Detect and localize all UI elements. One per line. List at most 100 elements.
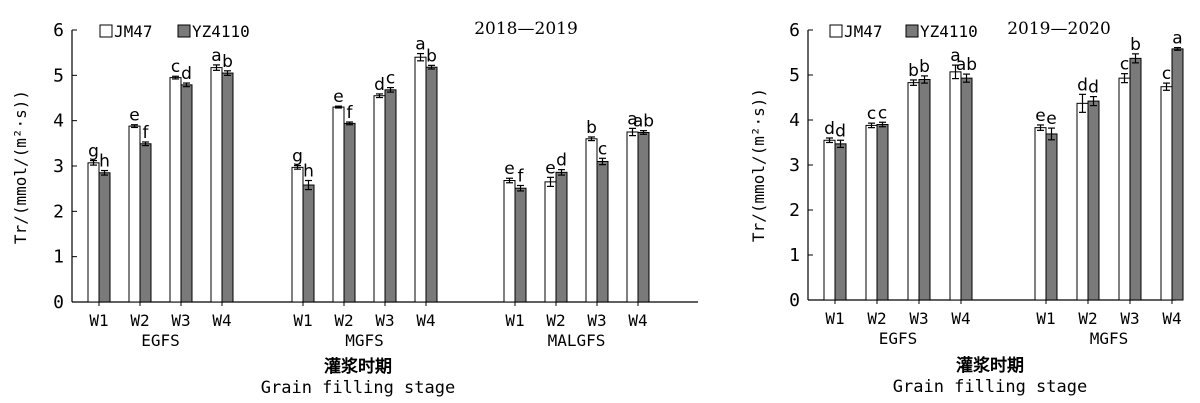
- x-axis-label-cn: 灌浆时期: [324, 356, 392, 377]
- bar-yz4110: [876, 124, 889, 301]
- significance-letter: h: [303, 162, 314, 182]
- bar-yz4110: [425, 66, 438, 303]
- significance-letter: d: [1077, 75, 1088, 95]
- legend-label-yz4110: YZ4110: [192, 22, 250, 41]
- x-tick-label: W4: [212, 311, 231, 330]
- significance-letter: c: [867, 104, 876, 124]
- bar-yz4110: [1129, 57, 1142, 301]
- bar-yz4110: [637, 131, 650, 303]
- bar-jm47: [1034, 127, 1047, 301]
- x-tick-label: W2: [867, 309, 886, 328]
- bar-yz4110: [555, 171, 568, 303]
- significance-letter: d: [835, 121, 846, 141]
- significance-letter: f: [347, 103, 354, 123]
- significance-letter: d: [374, 75, 385, 95]
- bar-yz4110: [384, 89, 397, 303]
- significance-letter: b: [919, 57, 930, 77]
- bar-jm47: [544, 181, 557, 303]
- bar-yz4110: [918, 79, 931, 301]
- bar-yz4110: [139, 143, 152, 303]
- x-tick-label: W1: [505, 311, 524, 330]
- x-tick-label: W3: [909, 309, 928, 328]
- significance-letter: d: [181, 64, 192, 84]
- x-tick-label: W2: [1078, 309, 1097, 328]
- significance-letter: e: [545, 158, 555, 178]
- significance-letter: d: [1088, 78, 1099, 98]
- bar-yz4110: [1045, 133, 1058, 301]
- bar-jm47: [332, 106, 345, 303]
- y-tick-label: 2: [789, 200, 800, 221]
- bar-jm47: [291, 166, 304, 303]
- group-label: EGFS: [879, 329, 918, 348]
- panel-2018-2019: Tr/(mmol/(m²·s)) 2018—2019 JM47 YZ4110 灌…: [11, 19, 698, 398]
- bar-jm47: [949, 71, 962, 301]
- bar-jm47: [865, 124, 878, 301]
- significance-letter: ab: [956, 55, 977, 75]
- significance-letter: f: [143, 123, 150, 143]
- significance-letter: c: [386, 69, 395, 89]
- significance-letter: e: [129, 106, 139, 126]
- x-axis-label-en: Grain filling stage: [261, 378, 455, 398]
- significance-letter: e: [333, 87, 343, 107]
- y-tick-label: 2: [53, 201, 64, 222]
- significance-letter: a: [211, 46, 221, 66]
- bar-jm47: [87, 162, 100, 303]
- x-tick-label: W1: [293, 311, 312, 330]
- y-tick-label: 6: [789, 20, 800, 41]
- bar-yz4110: [98, 172, 111, 303]
- y-tick-label: 5: [53, 65, 64, 86]
- bar-jm47: [1118, 77, 1131, 301]
- significance-letter: b: [908, 61, 919, 81]
- bar-yz4110: [1087, 100, 1100, 301]
- bar-yz4110: [514, 187, 527, 303]
- significance-letter: a: [627, 109, 637, 129]
- y-tick-label: 1: [53, 247, 64, 268]
- bar-jm47: [503, 180, 516, 303]
- group-label: MALGFS: [548, 331, 606, 350]
- significance-letter: a: [1172, 29, 1182, 49]
- bar-yz4110: [1171, 48, 1184, 301]
- bar-jm47: [169, 77, 182, 303]
- significance-letter: c: [878, 103, 887, 123]
- bar-yz4110: [221, 72, 234, 303]
- bar-yz4110: [180, 84, 193, 303]
- season-label: 2019—2020: [1007, 19, 1111, 39]
- significance-letter: c: [1120, 55, 1129, 75]
- legend-swatch-yz4110: [905, 24, 919, 38]
- bar-jm47: [626, 131, 639, 303]
- significance-letter: d: [824, 119, 835, 139]
- y-tick-label: 0: [53, 292, 64, 313]
- y-axis-label: Tr/(mmol/(m²·s)): [749, 88, 768, 242]
- season-label: 2018—2019: [474, 19, 578, 39]
- significance-letter: h: [99, 152, 110, 172]
- legend-swatch-yz4110: [177, 24, 191, 38]
- bar-yz4110: [596, 160, 609, 303]
- y-axis-label: Tr/(mmol/(m²·s)): [11, 90, 30, 244]
- legend-label-yz4110: YZ4110: [920, 22, 978, 41]
- bar-jm47: [128, 125, 141, 303]
- y-tick-label: 0: [789, 290, 800, 311]
- x-tick-label: W1: [1036, 309, 1055, 328]
- legend-label-jm47: JM47: [114, 22, 153, 41]
- y-tick-label: 6: [53, 20, 64, 41]
- bar-jm47: [823, 139, 836, 301]
- y-tick-label: 4: [789, 110, 800, 131]
- y-tick-label: 5: [789, 65, 800, 86]
- x-tick-label: W3: [1120, 309, 1139, 328]
- significance-letter: b: [586, 118, 597, 138]
- x-tick-label: W4: [416, 311, 435, 330]
- significance-letter: d: [556, 151, 567, 171]
- x-tick-label: W1: [825, 309, 844, 328]
- significance-letter: e: [504, 159, 514, 179]
- group-label: EGFS: [141, 331, 180, 350]
- significance-letter: b: [426, 46, 437, 66]
- bar-jm47: [373, 95, 386, 303]
- significance-letter: c: [171, 57, 180, 77]
- significance-letter: f: [518, 166, 525, 186]
- x-tick-label: W3: [171, 311, 190, 330]
- bar-yz4110: [834, 143, 847, 301]
- bar-yz4110: [302, 184, 315, 303]
- significance-letter: e: [1046, 109, 1056, 129]
- x-tick-label: W1: [89, 311, 108, 330]
